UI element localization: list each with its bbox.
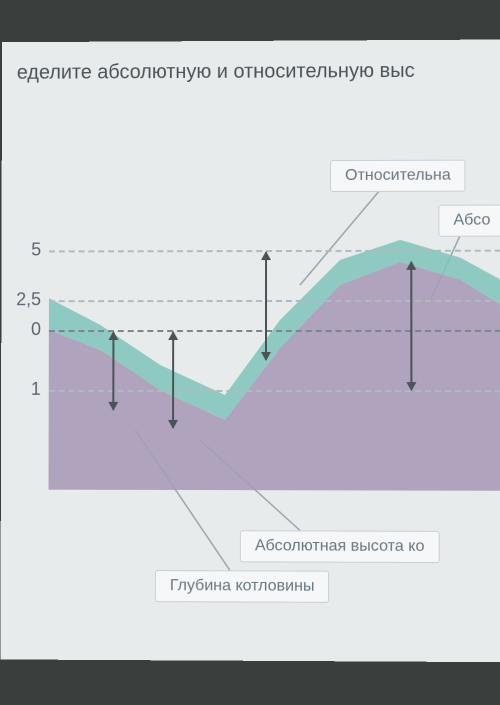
y-axis-tick: 2,5 [11,289,41,310]
chart-label: Абсо [438,205,500,237]
bottom-terrain-layer [49,262,500,491]
page-container: еделите абсолютную и относительную выс 5… [0,40,500,663]
page-title: еделите абсолютную и относительную выс [17,60,415,85]
chart-svg [0,180,500,632]
measurement-arrow [410,262,412,390]
y-axis-tick: 0 [11,319,41,340]
measurement-arrow [265,252,267,360]
y-axis-tick: 1 [11,379,41,400]
chart-label: Глубина котловины [155,570,330,603]
chart-label: Абсолютная высота ко [240,530,440,563]
gridline [49,390,500,392]
y-axis-tick: 5 [11,240,41,261]
gridline [49,300,500,302]
measurement-arrow [112,332,114,410]
height-chart: 52,501 ОтносительнаАбсоАбсолютная высота… [0,180,500,632]
measurement-arrow [172,332,174,428]
chart-label: Относительна [330,160,466,192]
